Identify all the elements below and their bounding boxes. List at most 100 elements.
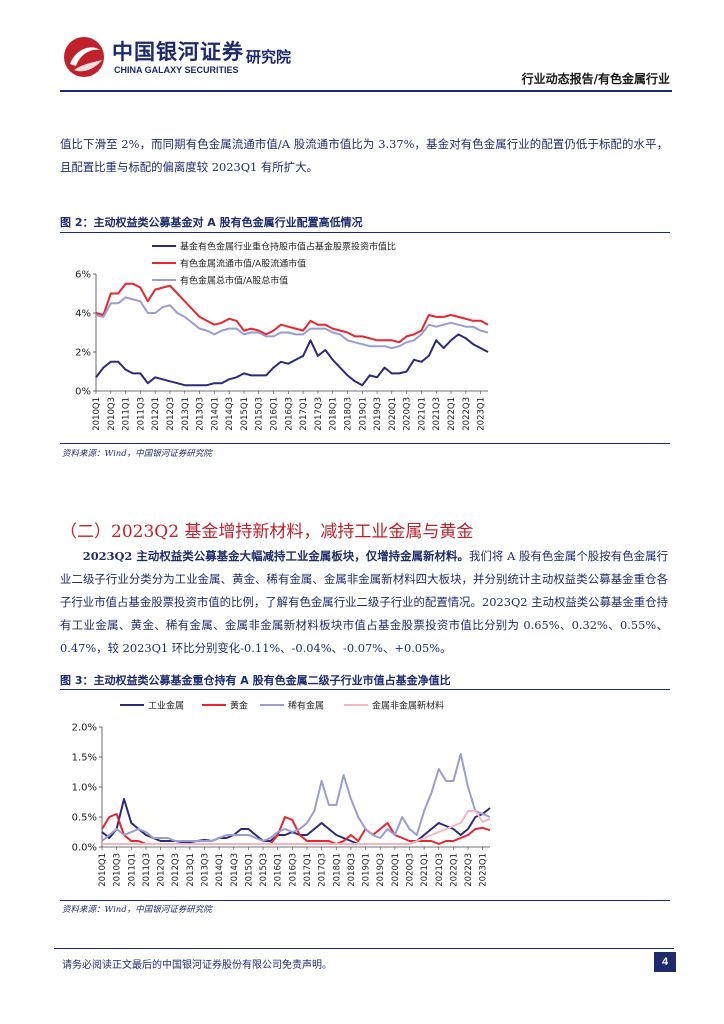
intro-paragraph-block: 值比下滑至 2%，而同期有色金属流通市值/A 股流通市值比为 3.37%，基金对… <box>60 133 668 179</box>
fig3-x-tick-label: 2011Q3 <box>142 853 152 887</box>
figure2-source: 资料来源：Wind，中国银河证券研究院 <box>62 449 212 459</box>
fig2-x-tick-label: 2017Q1 <box>299 397 309 431</box>
figure2-bottom-rule <box>60 443 670 444</box>
fig2-x-tick-label: 2022Q1 <box>447 397 457 431</box>
fig2-x-tick-label: 2013Q3 <box>196 397 206 431</box>
fig3-x-tick-label: 2018Q1 <box>332 853 342 887</box>
fig2-y-tick-label: 4% <box>75 309 91 320</box>
fig2-x-tick-label: 2015Q3 <box>255 397 265 431</box>
fig2-x-tick-label: 2010Q1 <box>92 397 102 431</box>
figure3-chart: 0.0% 0.5% 1.0% 1.5% 2.0% 2010Q1 2010Q3 2011Q1 20… <box>72 700 491 887</box>
header-divider <box>60 90 672 92</box>
fig3-x-tick-label: 2017Q3 <box>318 853 328 887</box>
fig3-x-tick-label: 2012Q3 <box>171 853 181 887</box>
fig3-x-tick-label: 2011Q1 <box>127 853 137 887</box>
fig3-x-tick-label: 2012Q1 <box>157 853 167 887</box>
fig2-y-tick-label: 2% <box>75 348 91 359</box>
section-heading: （二）2023Q2 基金增持新材料，减持工业金属与黄金 <box>60 522 474 542</box>
fig3-x-tick-label: 2017Q1 <box>303 853 313 887</box>
fig2-x-tick-label: 2012Q3 <box>166 397 176 431</box>
galaxy-logo-icon <box>64 37 104 77</box>
fig2-x-tick-label: 2018Q3 <box>343 397 353 431</box>
fig2-x-tick-label: 2020Q1 <box>388 397 398 431</box>
fig2-x-tick-label: 2016Q3 <box>284 397 294 431</box>
fig3-x-tick-label: 2015Q1 <box>244 853 254 887</box>
fig3-x-tick-label: 2016Q3 <box>288 853 298 887</box>
fig2-x-tick-label: 2014Q1 <box>210 397 220 431</box>
fig3-x-tick-label: 2016Q1 <box>274 853 284 887</box>
figure2-title: 图 2：主动权益类公募基金对 A 股有色金属行业配置高低情况 <box>60 216 363 229</box>
section-body-text: 我们将 A 股有色金属个股按有色金属行业二级子行业分类分为工业金属、黄金、稀有金… <box>60 549 668 655</box>
fig2-series-line-2 <box>95 282 489 344</box>
logo-suffix: 研究院 <box>246 48 292 66</box>
fig3-x-tick-label: 2019Q1 <box>362 853 372 887</box>
fig2-x-tick-label: 2016Q1 <box>270 397 280 431</box>
fig2-series-line-1 <box>95 333 489 387</box>
fig2-x-tick-label: 2018Q1 <box>329 397 339 431</box>
fig3-legend-label-4: 金属非金属新材料 <box>372 700 444 712</box>
fig3-x-tick-label: 2010Q1 <box>98 853 108 887</box>
fig3-x-tick-label: 2013Q1 <box>186 853 196 887</box>
fig2-x-tick-label: 2015Q1 <box>240 397 250 431</box>
fig3-x-tick-label: 2022Q1 <box>449 853 459 887</box>
fig2-x-tick-label: 2011Q1 <box>122 397 132 431</box>
fig3-x-tick-label: 2014Q1 <box>215 853 225 887</box>
fig2-x-tick-label: 2021Q3 <box>432 397 442 431</box>
figure2-top-rule <box>60 232 670 233</box>
fig2-x-tick-label: 2019Q3 <box>373 397 383 431</box>
fig2-legend-label-2: 有色金属流通市值/A股流通市值 <box>180 258 306 270</box>
figure2-chart: 0% 2% 4% 6% 2010Q1 2010Q3 2011Q1 2011Q3 2012Q1 20… <box>75 241 489 431</box>
figure3-source: 资料来源：Wind，中国银河证券研究院 <box>62 905 212 915</box>
logo-chinese-name: 中国银河证券 <box>112 40 244 64</box>
fig3-x-tick-label: 2019Q3 <box>376 853 386 887</box>
fig3-x-tick-label: 2020Q1 <box>391 853 401 887</box>
fig2-y-tick-label: 0% <box>75 387 91 398</box>
figure3-top-rule <box>60 689 670 690</box>
fig3-x-tick-label: 2010Q3 <box>113 853 123 887</box>
fig2-x-tick-label: 2023Q1 <box>477 397 487 431</box>
fig3-x-tick-label: 2023Q1 <box>479 853 489 887</box>
fig3-x-tick-label: 2022Q3 <box>464 853 474 887</box>
figure3-title: 图 3：主动权益类公募基金重仓持有 A 股有色金属二级子行业市值占基金净值比 <box>60 674 451 687</box>
intro-paragraph: 值比下滑至 2%，而同期有色金属流通市值/A 股流通市值比为 3.37%，基金对… <box>60 137 668 174</box>
fig3-series-line-4 <box>102 810 491 845</box>
section-lead-bold: 2023Q2 主动权益类公募基金大幅减持工业金属板块，仅增持金属新材料。 <box>82 549 469 563</box>
fig3-x-tick-label: 2015Q3 <box>259 853 269 887</box>
page-number: 4 <box>654 952 676 972</box>
fig3-x-tick-label: 2014Q3 <box>230 853 240 887</box>
footer-disclaimer: 请务必阅读正文最后的中国银河证券股份有限公司免责声明。 <box>62 960 332 971</box>
company-logo: 中国银河证券 CHINA GALAXY SECURITIES 研究院 <box>62 34 312 84</box>
fig2-x-tick-label: 2022Q3 <box>462 397 472 431</box>
fig3-y-tick-label: 1.5% <box>72 753 97 764</box>
fig3-legend-label-1: 工业金属 <box>148 700 184 712</box>
fig2-legend-label-3: 有色金属总市值/A股总市值 <box>180 275 288 287</box>
fig2-x-tick-label: 2012Q1 <box>151 397 161 431</box>
fig3-x-tick-label: 2013Q3 <box>200 853 210 887</box>
fig2-x-tick-label: 2011Q3 <box>136 397 146 431</box>
fig3-y-tick-label: 1.0% <box>72 783 97 794</box>
fig2-legend-label-1: 基金有色金属行业重仓持股市值占基金股票投资市值比 <box>180 241 396 253</box>
fig3-y-tick-label: 0.5% <box>72 813 97 824</box>
fig3-x-tick-label: 2018Q3 <box>347 853 357 887</box>
logo-english-name: CHINA GALAXY SECURITIES <box>114 65 239 75</box>
fig2-x-tick-label: 2014Q3 <box>225 397 235 431</box>
fig3-legend-label-2: 黄金 <box>230 700 248 712</box>
fig3-x-tick-label: 2021Q3 <box>435 853 445 887</box>
figure3-bottom-rule <box>60 900 670 901</box>
fig3-series-line-1 <box>101 798 491 845</box>
section-paragraph: 2023Q2 主动权益类公募基金大幅减持工业金属板块，仅增持金属新材料。我们将 … <box>60 545 668 660</box>
footer-divider <box>54 948 674 949</box>
fig2-x-tick-label: 2019Q1 <box>358 397 368 431</box>
fig2-x-tick-label: 2020Q3 <box>403 397 413 431</box>
fig3-series-line-3 <box>101 753 491 842</box>
fig2-x-tick-label: 2010Q3 <box>107 397 117 431</box>
fig3-x-tick-label: 2020Q3 <box>405 853 415 887</box>
fig2-x-tick-label: 2021Q1 <box>417 397 427 431</box>
fig2-series-line-3 <box>95 296 489 350</box>
fig3-y-tick-label: 0.0% <box>72 843 97 854</box>
fig3-y-tick-label: 2.0% <box>72 723 97 734</box>
fig3-legend-label-3: 稀有金属 <box>288 700 324 712</box>
fig2-y-tick-label: 6% <box>75 270 91 281</box>
report-type: 行业动态报告/有色金属行业 <box>521 72 670 86</box>
fig3-x-tick-label: 2021Q1 <box>420 853 430 887</box>
